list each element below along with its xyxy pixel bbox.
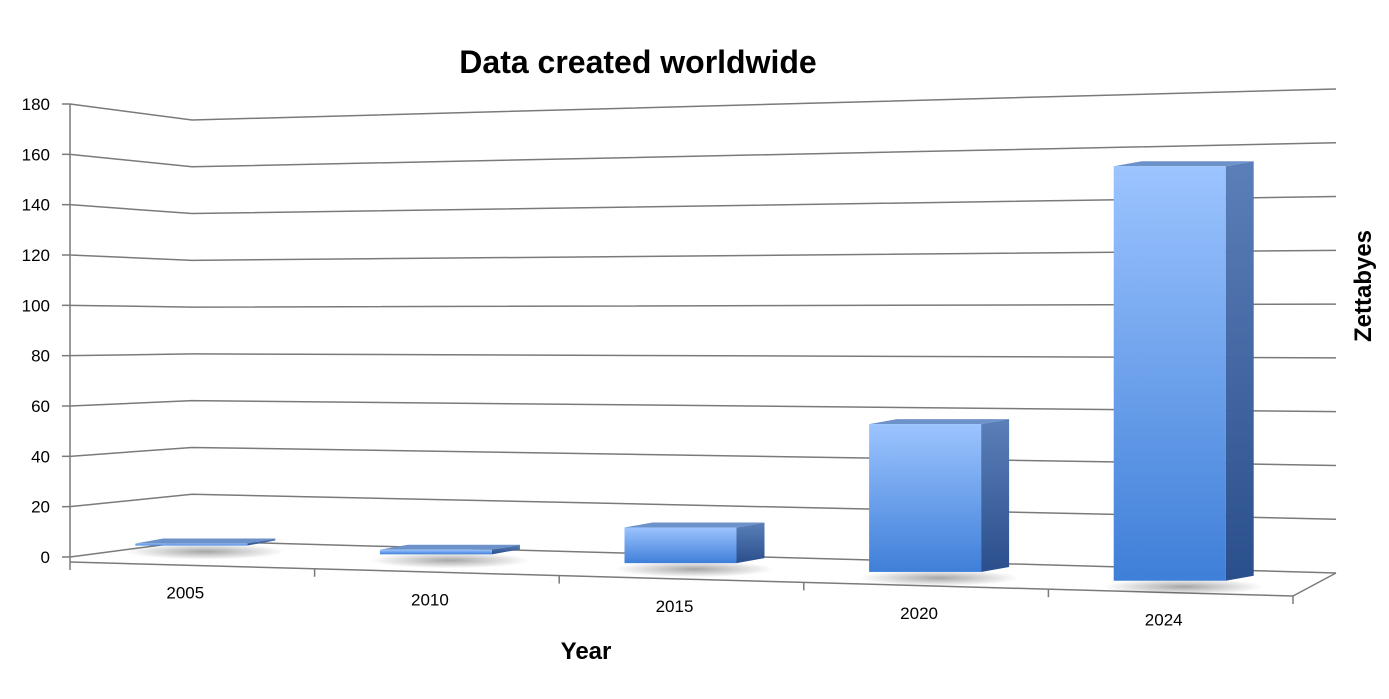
y-tick-label: 60 [31, 397, 50, 416]
bar-2020 [859, 419, 1020, 586]
y-tick-label: 100 [22, 296, 50, 315]
gridline [69, 399, 1337, 413]
bar-shadow [1103, 578, 1264, 595]
y-tick-label: 80 [31, 347, 50, 366]
bar-2005 [125, 538, 286, 560]
y-axis-title: Zettabyes [1350, 230, 1377, 342]
x-tick-label: 2005 [166, 584, 204, 603]
bar-2015 [614, 522, 775, 578]
bar-top [135, 538, 276, 544]
gridlines [69, 88, 1337, 574]
bar-2024 [1103, 161, 1264, 595]
bar-shadow [125, 543, 286, 560]
bar-front [1113, 166, 1226, 581]
bar-top [624, 522, 765, 528]
bar-front [135, 543, 248, 546]
bar-top [379, 544, 520, 550]
x-axis-line [69, 561, 1294, 597]
gridline [69, 303, 1337, 308]
x-tick-labels: 2005 2010 2015 2020 2024 [166, 584, 1182, 630]
bar-side [736, 522, 765, 564]
y-tick-labels: 0 20 40 60 80 100 120 140 160 180 [22, 95, 50, 567]
bar-2010 [369, 544, 530, 569]
gridline [69, 249, 1337, 262]
bar-side [491, 544, 520, 555]
gridline [69, 195, 1337, 215]
x-tick-label: 2010 [411, 590, 449, 609]
y-tick-label: 20 [31, 498, 50, 517]
bar-top [869, 419, 1010, 425]
bar-shadow [859, 569, 1020, 586]
x-tick-label: 2024 [1145, 611, 1183, 630]
x-axis-title: Year [561, 638, 612, 665]
gridline [69, 142, 1337, 168]
bar-front [379, 549, 492, 555]
bar-side [981, 419, 1010, 572]
bar-shadow [614, 561, 775, 578]
floor-right-edge [1292, 572, 1337, 597]
bar-top [1113, 161, 1254, 167]
gridline [69, 88, 1337, 121]
bar-front [624, 527, 737, 564]
y-tick-label: 140 [22, 196, 50, 215]
bar-side [247, 538, 276, 546]
gridline [69, 353, 1337, 359]
bar-side [1225, 161, 1254, 581]
bar-shadow [369, 552, 530, 569]
y-tick-label: 160 [22, 145, 50, 164]
y-tick-label: 120 [22, 246, 50, 265]
y-tick-label: 40 [31, 447, 50, 466]
y-tick-label: 180 [22, 95, 50, 114]
bars [125, 161, 1264, 595]
y-tick-label: 0 [41, 548, 50, 567]
x-tick-label: 2015 [656, 597, 694, 616]
bar-front [869, 424, 982, 572]
axes [62, 103, 1337, 604]
x-tick-label: 2020 [900, 604, 938, 623]
chart-title: Data created worldwide [459, 44, 816, 80]
